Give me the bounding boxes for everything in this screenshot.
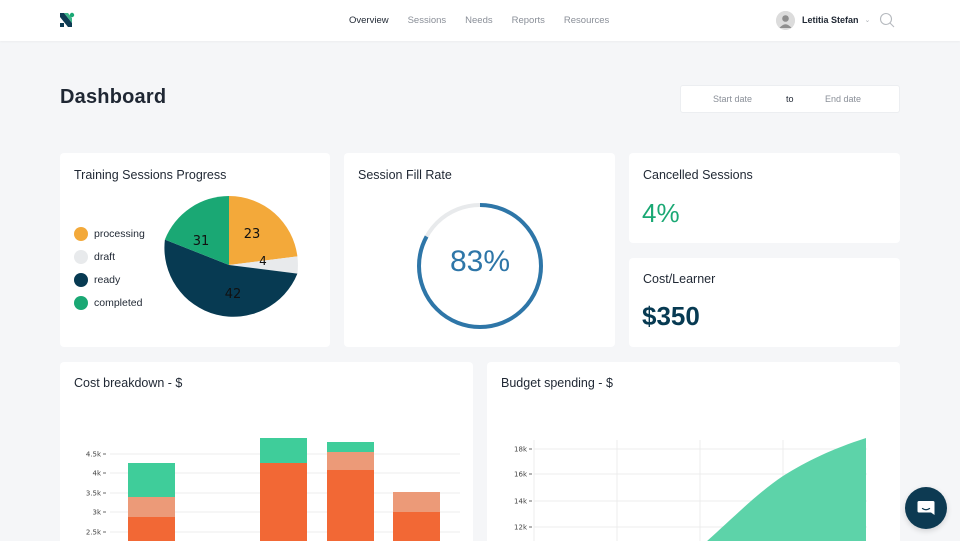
user-avatar-icon (776, 10, 795, 30)
card-title: Cost/Learner (643, 272, 716, 286)
nav-sessions[interactable]: Sessions (407, 15, 447, 26)
svg-text:3.5k: 3.5k (86, 490, 102, 498)
cost-breakdown-card: Cost breakdown - $ 4.5k 4k 3.5k 3k 2.5k (60, 362, 473, 541)
pie-chart[interactable]: 23 4 42 31 (159, 195, 299, 335)
legend-item-draft[interactable]: draft (74, 245, 145, 268)
svg-text:31: 31 (193, 234, 210, 249)
nav-overview[interactable]: Overview (349, 15, 389, 26)
svg-text:18k: 18k (514, 446, 528, 454)
pie-slice-processing (229, 196, 298, 265)
pie-slice-completed (164, 196, 229, 265)
date-range-picker: Start date to End date (680, 85, 900, 113)
card-title: Budget spending - $ (501, 376, 613, 390)
svg-text:14k: 14k (514, 498, 528, 506)
training-sessions-card: Training Sessions Progress processing dr… (60, 153, 330, 347)
legend-dot (74, 272, 88, 287)
nav-reports[interactable]: Reports (511, 15, 545, 26)
svg-text:42: 42 (225, 287, 242, 302)
legend-dot (74, 295, 88, 310)
card-title: Cancelled Sessions (643, 168, 753, 182)
user-name[interactable]: Letitia Stefan (802, 15, 859, 25)
end-date-input[interactable]: End date (825, 94, 862, 104)
brand-logo-icon[interactable] (59, 12, 75, 28)
cancelled-value: 4% (642, 198, 680, 228)
pie-slice-draft (229, 256, 298, 274)
fill-rate-value: 83% (449, 245, 511, 278)
legend-label: processing (94, 227, 145, 240)
session-fill-rate-card: Session Fill Rate 83% (344, 153, 615, 347)
chevron-down-icon[interactable]: ⌄ (864, 17, 871, 24)
legend-item-ready[interactable]: ready (74, 268, 145, 291)
cost-breakdown-chart[interactable]: 4.5k 4k 3.5k 3k 2.5k (60, 362, 473, 541)
cost-per-learner-value: $350 (642, 301, 700, 331)
svg-text:3k: 3k (92, 509, 101, 517)
card-title: Training Sessions Progress (74, 168, 227, 182)
svg-text:2.5k: 2.5k (86, 529, 102, 537)
svg-text:23: 23 (244, 227, 261, 242)
legend-label: draft (94, 250, 116, 263)
top-navigation-bar: Overview Sessions Needs Reports Resource… (0, 0, 960, 41)
chat-bubble-icon (917, 501, 935, 515)
avatar[interactable] (776, 10, 795, 30)
main-nav: Overview Sessions Needs Reports Resource… (349, 0, 628, 41)
card-title: Cost breakdown - $ (74, 376, 183, 390)
pie-slice-ready (164, 239, 298, 317)
card-title: Session Fill Rate (358, 168, 452, 182)
budget-spending-card: Budget spending - $ 18k 16k 14k 12k (487, 362, 900, 541)
cancelled-sessions-card: Cancelled Sessions 4% (629, 153, 900, 243)
legend-label: completed (94, 296, 143, 309)
budget-spending-chart[interactable]: 18k 16k 14k 12k (487, 362, 900, 541)
svg-text:12k: 12k (514, 524, 528, 532)
user-menu[interactable]: Letitia Stefan ⌄ (776, 10, 870, 30)
start-date-input[interactable]: Start date (713, 94, 753, 104)
nav-resources[interactable]: Resources (563, 15, 610, 26)
pie-legend: processing draft ready completed (74, 222, 145, 314)
svg-text:4.5k: 4.5k (86, 451, 102, 459)
legend-item-completed[interactable]: completed (74, 291, 145, 314)
search-icon[interactable] (879, 12, 895, 28)
svg-text:16k: 16k (514, 471, 528, 479)
legend-item-processing[interactable]: processing (74, 222, 145, 245)
date-range-separator: to (786, 94, 794, 104)
chat-button[interactable] (905, 487, 947, 529)
cost-per-learner-card: Cost/Learner $350 (629, 258, 900, 347)
fill-rate-ring (417, 203, 543, 329)
svg-text:4: 4 (259, 254, 267, 268)
svg-text:4k: 4k (92, 470, 101, 478)
legend-dot (74, 226, 88, 241)
page-title: Dashboard (60, 86, 167, 108)
nav-needs[interactable]: Needs (465, 15, 493, 26)
legend-label: ready (94, 273, 121, 286)
legend-dot (74, 249, 88, 264)
